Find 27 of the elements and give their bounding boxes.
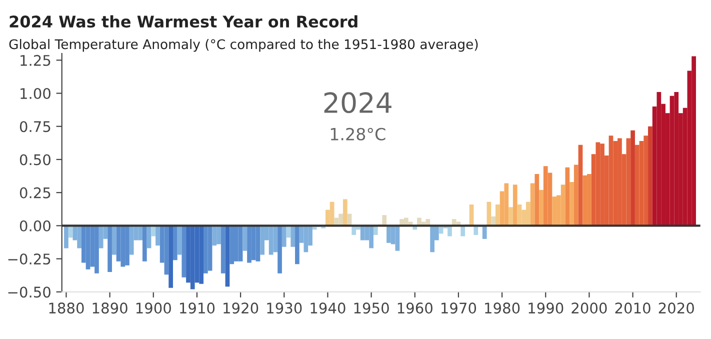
x-tick-label: 1930: [267, 302, 302, 314]
y-tick-label: 1.00: [20, 88, 50, 100]
y-tick-label: −0.50: [8, 286, 50, 298]
x-tick-label: 1970: [442, 302, 476, 314]
x-tick-label: 1960: [398, 302, 432, 314]
x-tick-label: 1900: [136, 302, 171, 314]
y-tick-label: −0.25: [8, 253, 50, 265]
y-tick-label: 1.25: [20, 54, 50, 66]
x-tick-label: 1890: [92, 302, 128, 314]
chart-title: 2024 Was the Warmest Year on Record: [10, 15, 358, 28]
x-tick-label: 2000: [572, 302, 607, 314]
y-tick-label: 0.75: [20, 121, 50, 132]
y-tick-label: 0.00: [20, 220, 50, 232]
annotation: 2024: [324, 92, 392, 114]
x-tick-label: 1940: [310, 302, 346, 314]
x-tick-label: 2020: [658, 302, 694, 314]
x-tick-label: 1980: [485, 302, 520, 314]
x-tick-label: 1880: [49, 302, 84, 314]
chart-subtitle: Global Temperature Anomaly (°C compared to the 1951-1980 average): [9, 38, 478, 52]
y-tick-label: 0.50: [20, 154, 50, 166]
x-tick-label: 1950: [354, 302, 389, 314]
x-tick-label: 1920: [224, 302, 258, 314]
y-tick-label: 0.25: [20, 187, 50, 198]
x-tick-label: 1990: [528, 302, 564, 314]
annotation: 1.28°C: [330, 128, 386, 140]
x-tick-label: 2010: [615, 302, 650, 314]
x-tick-label: 1910: [180, 302, 215, 314]
